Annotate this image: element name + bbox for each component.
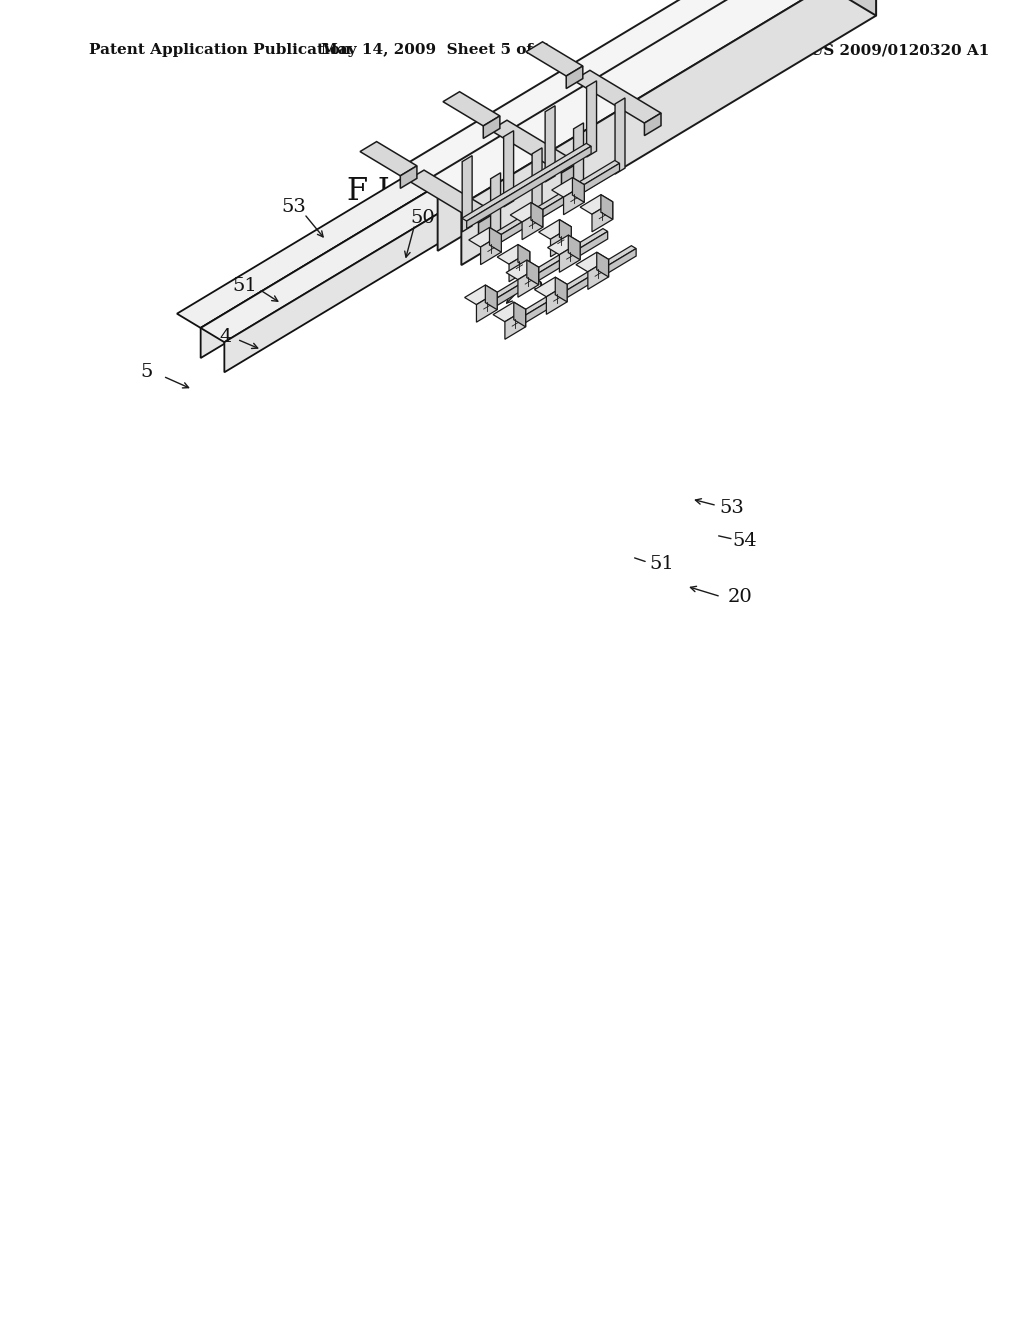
Polygon shape — [547, 284, 567, 314]
Polygon shape — [601, 194, 612, 219]
Text: 55: 55 — [519, 275, 544, 293]
Polygon shape — [514, 302, 525, 327]
Text: 53: 53 — [282, 198, 307, 216]
Polygon shape — [531, 202, 543, 227]
Polygon shape — [512, 248, 636, 331]
Text: 54: 54 — [733, 532, 758, 550]
Polygon shape — [483, 116, 500, 139]
Polygon shape — [490, 161, 620, 238]
Polygon shape — [480, 235, 502, 264]
Text: May 14, 2009  Sheet 5 of 6: May 14, 2009 Sheet 5 of 6 — [321, 44, 549, 57]
Polygon shape — [633, 40, 656, 83]
Polygon shape — [490, 173, 501, 249]
Polygon shape — [839, 0, 877, 16]
Polygon shape — [563, 185, 585, 215]
Polygon shape — [545, 106, 555, 182]
Text: 5: 5 — [140, 363, 153, 381]
Polygon shape — [559, 243, 581, 272]
Polygon shape — [483, 231, 607, 314]
Polygon shape — [588, 259, 608, 289]
Polygon shape — [485, 285, 498, 310]
Polygon shape — [462, 156, 472, 232]
Polygon shape — [814, 0, 852, 1]
Polygon shape — [476, 292, 498, 322]
Polygon shape — [573, 70, 662, 123]
Polygon shape — [526, 260, 539, 285]
Polygon shape — [201, 54, 656, 358]
Polygon shape — [490, 120, 579, 173]
Polygon shape — [644, 114, 662, 136]
Text: 20: 20 — [728, 587, 753, 606]
Polygon shape — [539, 219, 571, 239]
Polygon shape — [592, 202, 612, 232]
Polygon shape — [597, 252, 608, 277]
Polygon shape — [615, 98, 625, 174]
Polygon shape — [581, 194, 612, 214]
Polygon shape — [400, 166, 417, 189]
Polygon shape — [360, 141, 417, 176]
Polygon shape — [496, 164, 620, 246]
Polygon shape — [518, 267, 539, 297]
Polygon shape — [177, 40, 656, 327]
Polygon shape — [478, 228, 607, 306]
Polygon shape — [573, 123, 584, 199]
Polygon shape — [201, 54, 681, 342]
Text: 51: 51 — [650, 554, 675, 573]
Polygon shape — [518, 244, 529, 269]
Polygon shape — [532, 148, 542, 224]
Polygon shape — [568, 235, 581, 260]
Text: Patent Application Publication: Patent Application Publication — [89, 44, 351, 57]
Polygon shape — [467, 147, 591, 228]
Polygon shape — [443, 91, 500, 125]
Polygon shape — [506, 260, 539, 280]
Polygon shape — [465, 285, 498, 305]
Polygon shape — [548, 235, 581, 255]
Polygon shape — [555, 277, 567, 302]
Text: 4: 4 — [219, 327, 231, 346]
Polygon shape — [572, 178, 585, 202]
Polygon shape — [535, 277, 567, 297]
Polygon shape — [575, 252, 608, 272]
Polygon shape — [510, 202, 543, 222]
Text: 53: 53 — [719, 499, 743, 517]
Polygon shape — [408, 170, 496, 223]
Polygon shape — [437, 0, 852, 251]
Text: US 2009/0120320 A1: US 2009/0120320 A1 — [810, 44, 989, 57]
Polygon shape — [462, 144, 591, 220]
Polygon shape — [399, 0, 852, 190]
Polygon shape — [424, 0, 877, 205]
Polygon shape — [504, 131, 514, 207]
Polygon shape — [566, 66, 583, 88]
Polygon shape — [498, 244, 529, 264]
Polygon shape — [509, 252, 529, 281]
Polygon shape — [551, 227, 571, 257]
Polygon shape — [526, 42, 583, 77]
Polygon shape — [224, 67, 681, 372]
Polygon shape — [462, 0, 877, 265]
Polygon shape — [522, 210, 543, 240]
Polygon shape — [478, 213, 496, 235]
Polygon shape — [587, 81, 597, 157]
Polygon shape — [559, 219, 571, 244]
Text: 50: 50 — [411, 209, 435, 227]
Polygon shape — [507, 246, 636, 323]
Text: 51: 51 — [232, 277, 257, 296]
Polygon shape — [469, 227, 502, 247]
Polygon shape — [552, 178, 585, 197]
Polygon shape — [505, 309, 525, 339]
Polygon shape — [561, 162, 579, 186]
Polygon shape — [493, 302, 525, 322]
Polygon shape — [489, 227, 502, 252]
Text: F I G .  6: F I G . 6 — [347, 176, 482, 207]
Polygon shape — [656, 54, 681, 98]
